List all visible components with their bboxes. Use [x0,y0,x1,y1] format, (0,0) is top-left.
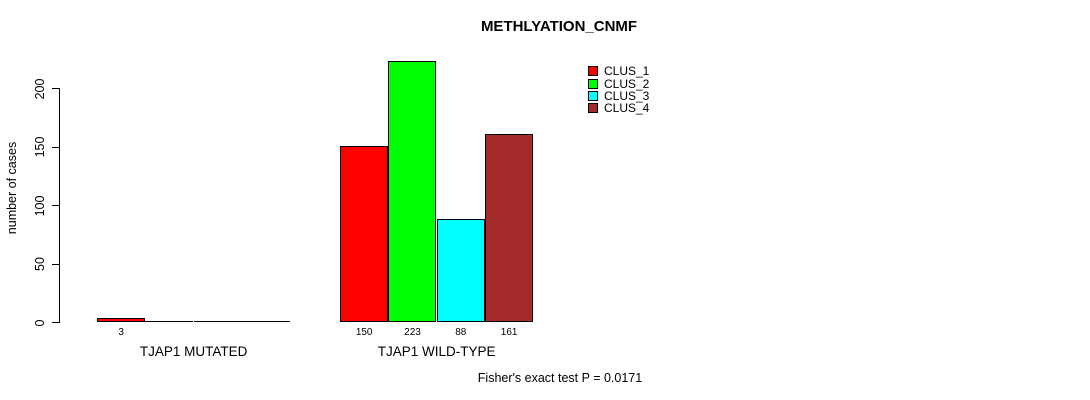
zero-bar-clus-3-tjap1-mutated [194,321,242,322]
zero-bar-clus-2-tjap1-mutated [145,321,193,322]
bar-value-label: 3 [118,327,124,338]
bar-clus-1-tjap1-mutated [97,318,145,322]
legend-swatch-clus-4 [588,103,598,114]
legend-swatch-clus-2 [588,78,598,89]
legend-item-clus-4: CLUS_4 [588,101,650,116]
x-group-label-tjap1-wild-type: TJAP1 WILD-TYPE [377,344,496,359]
bar-clus-2-tjap1-wild-type [388,61,436,322]
legend-label: CLUS_4 [604,101,650,116]
zero-bar-clus-4-tjap1-mutated [242,321,290,322]
legend-item-clus-3: CLUS_3 [588,88,650,103]
y-tick-label: 100 [33,195,47,216]
bar-clus-3-tjap1-wild-type [437,219,485,322]
chart-title: METHLYATION_CNMF [480,18,638,35]
legend-item-clus-2: CLUS_2 [588,76,650,91]
y-tick-label: 200 [33,78,47,99]
bar-clus-1-tjap1-wild-type [340,146,388,322]
bar-value-label: 88 [455,327,467,338]
legend-label: CLUS_3 [604,88,650,103]
bar-clus-4-tjap1-wild-type [485,134,533,322]
legend: CLUS_1 CLUS_2 CLUS_3 CLUS_4 [588,64,650,116]
legend-swatch-clus-1 [588,66,598,77]
y-tick [52,205,59,206]
fisher-test-note: Fisher's exact test P = 0.0171 [477,371,643,385]
y-tick-label: 0 [33,319,47,326]
y-tick [52,146,59,148]
legend-swatch-clus-3 [588,90,598,101]
bar-value-label: 150 [355,327,373,338]
x-group-label-tjap1-mutated: TJAP1 MUTATED [139,344,248,359]
y-tick-label: 50 [33,257,47,271]
legend-item-clus-1: CLUS_1 [588,64,650,79]
y-tick [52,263,59,265]
bar-value-label: 161 [500,327,518,338]
y-tick [52,322,59,323]
y-tick [52,88,59,89]
y-tick-label: 150 [33,136,47,158]
legend-label: CLUS_2 [604,76,650,91]
legend-label: CLUS_1 [604,64,650,79]
y-axis-line [59,88,60,323]
bar-value-label: 223 [404,327,421,338]
